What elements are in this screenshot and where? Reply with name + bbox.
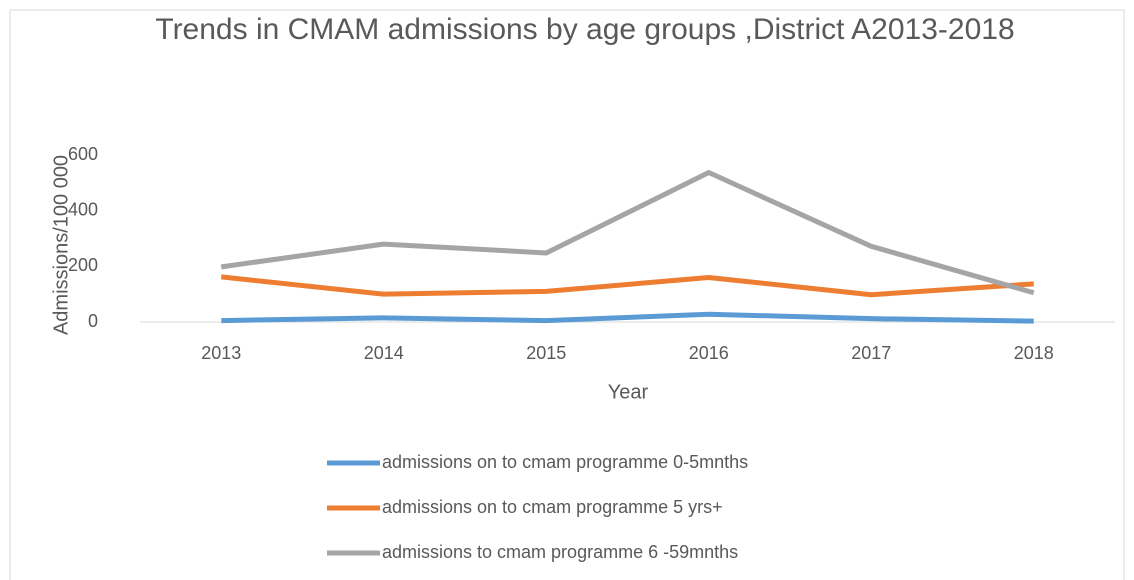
y-tick-label: 400 bbox=[68, 199, 98, 219]
y-tick-label: 0 bbox=[88, 311, 98, 331]
x-tick-label: 2016 bbox=[689, 343, 729, 363]
y-tick-label: 600 bbox=[68, 144, 98, 164]
x-tick-label: 2018 bbox=[1014, 343, 1054, 363]
legend-label: admissions to cmam programme 6 -59mnths bbox=[382, 542, 738, 562]
x-tick-label: 2013 bbox=[201, 343, 241, 363]
y-tick-label: 200 bbox=[68, 255, 98, 275]
legend-label: admissions on to cmam programme 5 yrs+ bbox=[382, 497, 723, 517]
legend-label: admissions on to cmam programme 0-5mnths bbox=[382, 452, 748, 472]
x-tick-label: 2015 bbox=[526, 343, 566, 363]
x-tick-label: 2017 bbox=[851, 343, 891, 363]
chart-border bbox=[9, 9, 1125, 580]
y-axis-label: Admissions/100 000 bbox=[50, 155, 72, 335]
series-line bbox=[220, 274, 1034, 298]
x-tick-label: 2014 bbox=[364, 343, 404, 363]
x-axis-label: Year bbox=[608, 381, 649, 403]
series-line bbox=[221, 311, 1034, 324]
chart-title: Trends in CMAM admissions by age groups … bbox=[155, 13, 1015, 46]
series-line bbox=[220, 170, 1035, 296]
